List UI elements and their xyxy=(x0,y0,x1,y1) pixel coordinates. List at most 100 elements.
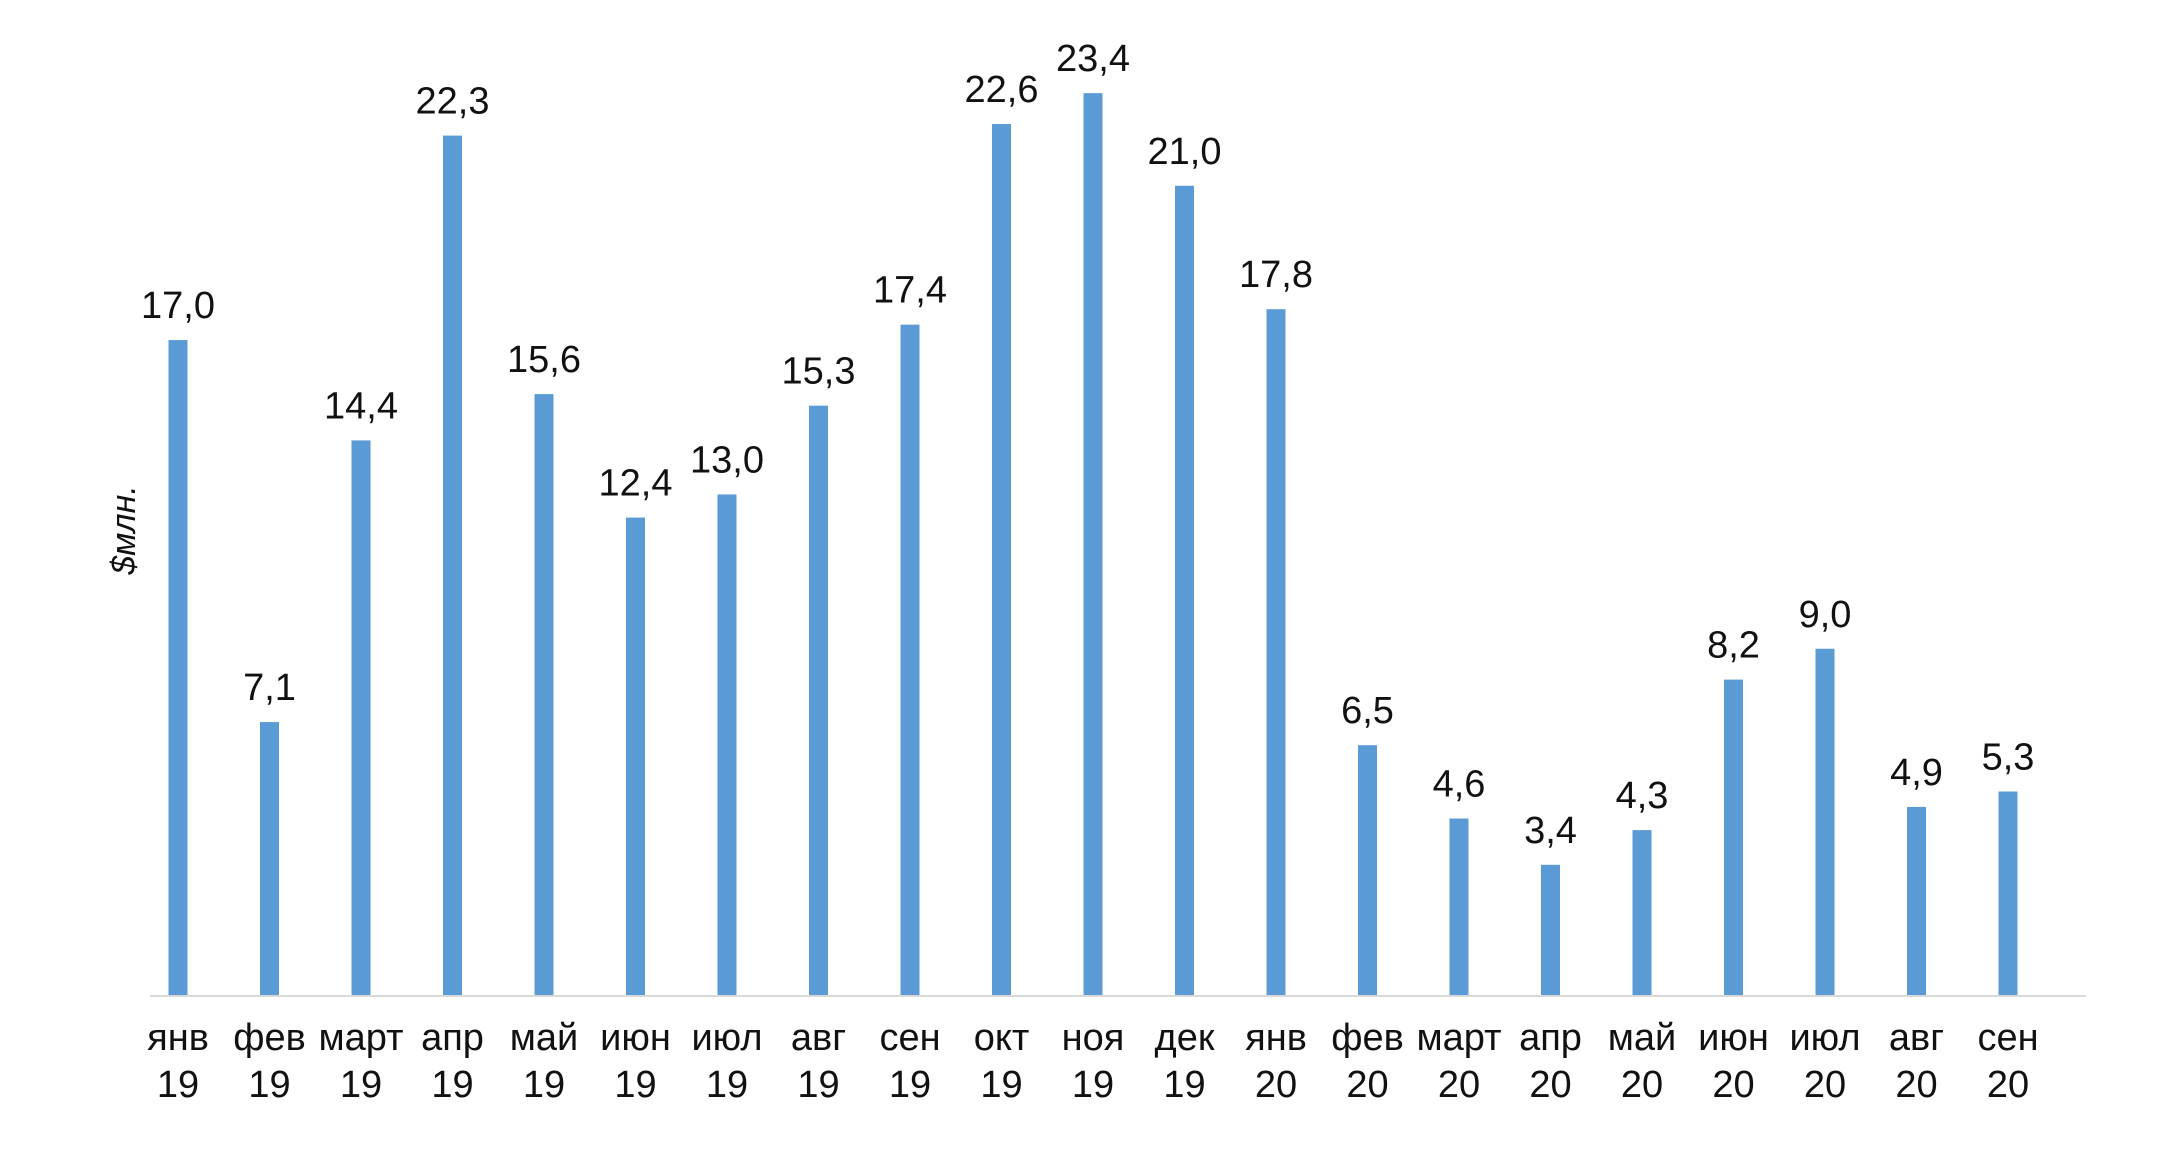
x-tick-label: апр 20 xyxy=(1519,1017,1582,1106)
data-label: 9,0 xyxy=(1799,594,1852,636)
data-label: 8,2 xyxy=(1707,625,1760,667)
x-tick-label-year: 19 xyxy=(523,1064,565,1106)
x-tick-label-month: март xyxy=(319,1017,404,1059)
data-label: 17,0 xyxy=(141,285,215,327)
data-label: 6,5 xyxy=(1341,690,1394,732)
data-label: 14,4 xyxy=(324,385,398,427)
x-tick-label-year: 19 xyxy=(1163,1064,1205,1106)
bar-апр-20 xyxy=(1541,864,1560,996)
x-tick-label-year: 19 xyxy=(980,1064,1022,1106)
bar-март-19 xyxy=(351,440,371,996)
bar-май-20 xyxy=(1632,830,1652,996)
y-axis-title: $млн. xyxy=(105,485,143,576)
data-label: 3,4 xyxy=(1524,810,1577,852)
x-tick-label-month: март xyxy=(1417,1017,1502,1059)
bar-июн-19 xyxy=(626,517,645,996)
x-tick-label: июл 20 xyxy=(1789,1017,1860,1106)
x-tick-label: март 19 xyxy=(319,1017,404,1106)
x-tick-label-month: окт xyxy=(974,1017,1030,1059)
x-tick-label-year: 19 xyxy=(797,1064,839,1106)
x-tick-label-month: май xyxy=(510,1017,579,1059)
x-tick-label-month: июл xyxy=(691,1017,762,1059)
x-tick-label-month: сен xyxy=(1977,1017,2038,1059)
x-tick-label-month: янв xyxy=(147,1017,209,1059)
bar-сен-19 xyxy=(900,324,920,996)
x-tick-label: янв 19 xyxy=(147,1017,209,1106)
data-label: 12,4 xyxy=(599,463,673,505)
x-tick-label-year: 20 xyxy=(1255,1064,1297,1106)
x-tick-label-month: июн xyxy=(600,1017,671,1059)
x-tick-label-month: дек xyxy=(1155,1017,1215,1059)
x-tick-label-month: апр xyxy=(1519,1017,1582,1059)
x-tick-label: сен 20 xyxy=(1977,1017,2038,1106)
x-tick-label: окт 19 xyxy=(974,1017,1030,1106)
data-label: 15,6 xyxy=(507,339,581,381)
bar-май-19 xyxy=(534,394,554,997)
bar-апр-19 xyxy=(443,135,462,996)
x-tick-label-month: авг xyxy=(1889,1017,1944,1059)
data-label: 21,0 xyxy=(1148,131,1222,173)
data-label: 17,4 xyxy=(873,270,947,312)
data-label: 4,6 xyxy=(1433,764,1486,806)
x-tick-label-month: янв xyxy=(1245,1017,1307,1059)
data-label: 22,3 xyxy=(416,81,490,123)
data-label: 15,3 xyxy=(782,351,856,393)
bar-ноя-19 xyxy=(1083,93,1103,996)
bars-group xyxy=(168,93,2018,997)
data-label: 13,0 xyxy=(690,439,764,481)
x-tick-label-year: 19 xyxy=(248,1064,290,1106)
x-tick-label-month: фев xyxy=(233,1017,306,1059)
x-tick-label-year: 19 xyxy=(157,1064,199,1106)
bar-июн-20 xyxy=(1724,679,1743,996)
x-tick-labels-group: янв 19 фев 19 март 19 апр 19 май 19 июн 19 июл 19 авг 1… xyxy=(147,1017,2038,1106)
bar-окт-19 xyxy=(992,124,1011,997)
x-tick-label-year: 20 xyxy=(1987,1064,2029,1106)
x-tick-label-month: фев xyxy=(1331,1017,1404,1059)
x-tick-label: июл 19 xyxy=(691,1017,762,1106)
x-tick-label-month: апр xyxy=(421,1017,484,1059)
bar-янв-20 xyxy=(1266,309,1286,996)
data-label: 7,1 xyxy=(243,667,296,709)
x-tick-label-year: 20 xyxy=(1346,1064,1388,1106)
bar-март-20 xyxy=(1449,818,1469,996)
x-tick-label-month: ноя xyxy=(1062,1017,1125,1059)
x-tick-label: май 19 xyxy=(510,1017,579,1106)
data-label: 4,9 xyxy=(1890,752,1943,794)
x-tick-label-month: май xyxy=(1608,1017,1677,1059)
x-tick-label: ноя 19 xyxy=(1062,1017,1125,1106)
x-tick-label: июн 19 xyxy=(600,1017,671,1106)
x-tick-label: сен 19 xyxy=(879,1017,940,1106)
bar-июл-20 xyxy=(1815,648,1835,996)
x-tick-label-month: июл xyxy=(1789,1017,1860,1059)
x-tick-label: май 20 xyxy=(1608,1017,1677,1106)
x-tick-label-month: авг xyxy=(791,1017,846,1059)
bar-фев-20 xyxy=(1358,745,1377,996)
data-label: 17,8 xyxy=(1239,254,1313,296)
x-tick-label: март 20 xyxy=(1417,1017,1502,1106)
x-tick-label-year: 19 xyxy=(889,1064,931,1106)
data-label: 23,4 xyxy=(1056,38,1130,80)
bar-июл-19 xyxy=(717,494,737,996)
x-tick-label-year: 20 xyxy=(1712,1064,1754,1106)
x-tick-label-month: июн xyxy=(1698,1017,1769,1059)
bar-авг-20 xyxy=(1907,806,1926,996)
x-tick-label-month: сен xyxy=(879,1017,940,1059)
x-tick-label: апр 19 xyxy=(421,1017,484,1106)
data-label: 22,6 xyxy=(965,69,1039,111)
bar-фев-19 xyxy=(260,722,279,996)
x-tick-label-year: 19 xyxy=(340,1064,382,1106)
data-label: 4,3 xyxy=(1616,775,1669,817)
x-tick-label-year: 19 xyxy=(706,1064,748,1106)
x-tick-label-year: 19 xyxy=(431,1064,473,1106)
x-tick-label: дек 19 xyxy=(1155,1017,1215,1106)
x-tick-label-year: 19 xyxy=(614,1064,656,1106)
bar-янв-19 xyxy=(168,340,188,996)
bar-дек-19 xyxy=(1175,185,1194,996)
x-tick-label-year: 19 xyxy=(1072,1064,1114,1106)
x-tick-label: авг 20 xyxy=(1889,1017,1944,1106)
x-tick-label-year: 20 xyxy=(1438,1064,1480,1106)
bar-авг-19 xyxy=(809,405,828,996)
x-tick-label: июн 20 xyxy=(1698,1017,1769,1106)
